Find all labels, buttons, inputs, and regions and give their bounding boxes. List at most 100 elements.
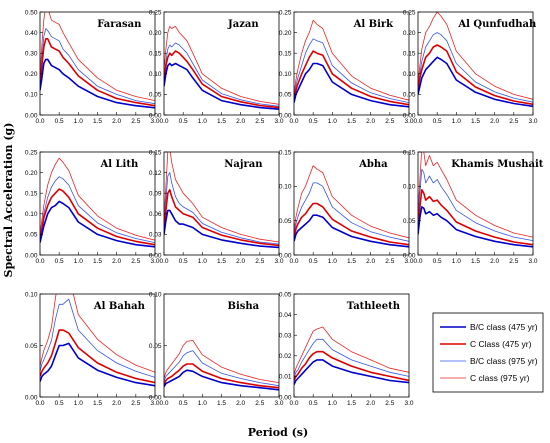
x-tick-label: 0.0 — [159, 118, 168, 125]
y-tick-label: 0.15 — [279, 149, 292, 156]
y-tick-label: 0.09 — [149, 191, 162, 198]
x-tick-label: 2.5 — [131, 258, 140, 265]
series-group — [418, 12, 533, 108]
x-tick-label: 1.5 — [217, 400, 226, 407]
series-line-c-475 — [40, 188, 155, 246]
y-tick-label: 0.30 — [25, 51, 38, 58]
x-tick-label: 3.0 — [274, 400, 283, 407]
panel-title: Al Qunfudhah — [457, 19, 537, 30]
x-tick-label: 1.0 — [452, 118, 461, 125]
y-tick-label: 0.10 — [279, 71, 292, 78]
panel-farasan: 0.0 0.5 1.0 1.5 2.0 2.5 3.00.000.100.200.300.4… — [25, 9, 160, 125]
x-tick-label: 2.5 — [131, 118, 140, 125]
series-line-c-475 — [164, 50, 279, 109]
series-line-c-975 — [164, 25, 279, 105]
x-tick-label: 0.0 — [159, 258, 168, 265]
y-tick-label: 0.05 — [279, 291, 292, 298]
x-tick-label: 3.0 — [274, 258, 283, 265]
x-tick-label: 2.0 — [236, 258, 245, 265]
legend-item: C Class (475 yr) — [440, 339, 532, 349]
x-tick-label: 1.5 — [471, 258, 480, 265]
series-line-bc-475 — [40, 58, 155, 109]
x-tick-label: 2.5 — [385, 118, 394, 125]
x-tick-label: 2.0 — [490, 258, 499, 265]
series-group — [40, 12, 155, 109]
y-tick-label: 0.00 — [279, 394, 292, 401]
x-tick-label: 0.0 — [289, 400, 298, 407]
series-line-bc-475 — [164, 209, 279, 249]
x-tick-label: 1.5 — [93, 258, 102, 265]
series-line-bc-975 — [294, 182, 409, 242]
panel-al-lith: 0.0 0.5 1.0 1.5 2.0 2.5 3.00.000.050.100.150.2… — [25, 149, 160, 265]
x-tick-label: 0.0 — [289, 258, 298, 265]
y-tick-label: 0.04 — [279, 312, 292, 319]
legend-items: B/C class (475 yr) C Class (475 yr) B/C cl… — [440, 322, 538, 383]
series-line-c-975 — [164, 152, 279, 243]
series-line-bc-475 — [294, 62, 409, 108]
y-tick-label: 0.05 — [279, 218, 292, 225]
y-tick-label: 0.15 — [403, 149, 416, 156]
series-group — [164, 25, 279, 110]
x-tick-label: 3.0 — [528, 258, 537, 265]
series-line-c-475 — [40, 37, 155, 107]
x-tick-label: 1.5 — [93, 118, 102, 125]
x-tick-label: 1.0 — [198, 118, 207, 125]
y-tick-label: 0.05 — [25, 232, 38, 239]
panel-title: Bisha — [228, 301, 260, 312]
y-tick-label: 0.20 — [149, 30, 162, 37]
y-tick-label: 0.00 — [279, 112, 292, 119]
x-tick-label: 1.5 — [471, 118, 480, 125]
panel-jazan: 0.0 0.5 1.0 1.5 2.0 2.5 3.00.000.050.100.150.2… — [149, 9, 284, 125]
x-tick-label: 0.0 — [35, 118, 44, 125]
x-tick-label: 0.5 — [309, 258, 318, 265]
y-axis-label: Spectral Acceleration (g) — [2, 123, 15, 278]
series-line-bc-975 — [40, 176, 155, 243]
x-tick-label: 0.5 — [55, 400, 64, 407]
panel-title: Tathleeth — [347, 301, 401, 312]
x-tick-label: 1.0 — [198, 258, 207, 265]
x-tick-label: 2.0 — [366, 118, 375, 125]
x-tick-label: 2.5 — [509, 258, 518, 265]
y-tick-label: 0.15 — [403, 51, 416, 58]
series-line-bc-975 — [40, 298, 155, 378]
x-tick-label: 2.5 — [131, 400, 140, 407]
x-tick-label: 1.0 — [198, 400, 207, 407]
legend-label: B/C class (975 yr) — [470, 356, 538, 366]
series-group — [294, 165, 409, 248]
x-tick-label: 1.0 — [328, 118, 337, 125]
series-line-c-975 — [294, 165, 409, 239]
panel-title: Najran — [224, 159, 263, 170]
legend-item: C class (975 yr) — [440, 373, 530, 383]
y-tick-label: 0.10 — [25, 92, 38, 99]
series-line-bc-975 — [418, 168, 533, 241]
x-tick-label: 1.0 — [74, 118, 83, 125]
x-tick-label: 0.5 — [309, 400, 318, 407]
series-line-c-975 — [164, 339, 279, 383]
series-group — [294, 19, 409, 108]
panel-title: Abha — [358, 159, 388, 170]
series-group — [40, 157, 155, 248]
y-tick-label: 0.00 — [279, 252, 292, 259]
x-tick-label: 2.5 — [255, 118, 264, 125]
y-tick-label: 0.03 — [149, 232, 162, 239]
y-tick-label: 0.01 — [279, 374, 292, 381]
series-line-bc-975 — [164, 172, 279, 245]
legend-label: C class (975 yr) — [470, 373, 530, 383]
series-line-bc-475 — [164, 369, 279, 391]
series-line-bc-975 — [418, 32, 533, 103]
y-tick-label: 0.10 — [25, 291, 38, 298]
x-tick-label: 2.0 — [112, 258, 121, 265]
y-tick-label: 0.15 — [149, 149, 162, 156]
chart-panels: 0.0 0.5 1.0 1.5 2.0 2.5 3.00.000.100.200.300.4… — [25, 9, 544, 407]
x-tick-label: 0.0 — [35, 400, 44, 407]
series-line-bc-975 — [164, 42, 279, 107]
y-tick-label: 0.05 — [279, 92, 292, 99]
x-tick-label: 2.0 — [112, 400, 121, 407]
x-tick-label: 0.5 — [433, 258, 442, 265]
y-tick-label: 0.20 — [25, 71, 38, 78]
y-tick-label: 0.00 — [149, 252, 162, 259]
series-line-bc-475 — [418, 206, 533, 248]
y-tick-label: 0.50 — [25, 9, 38, 16]
y-tick-label: 0.10 — [25, 211, 38, 218]
y-tick-label: 0.03 — [279, 333, 292, 340]
